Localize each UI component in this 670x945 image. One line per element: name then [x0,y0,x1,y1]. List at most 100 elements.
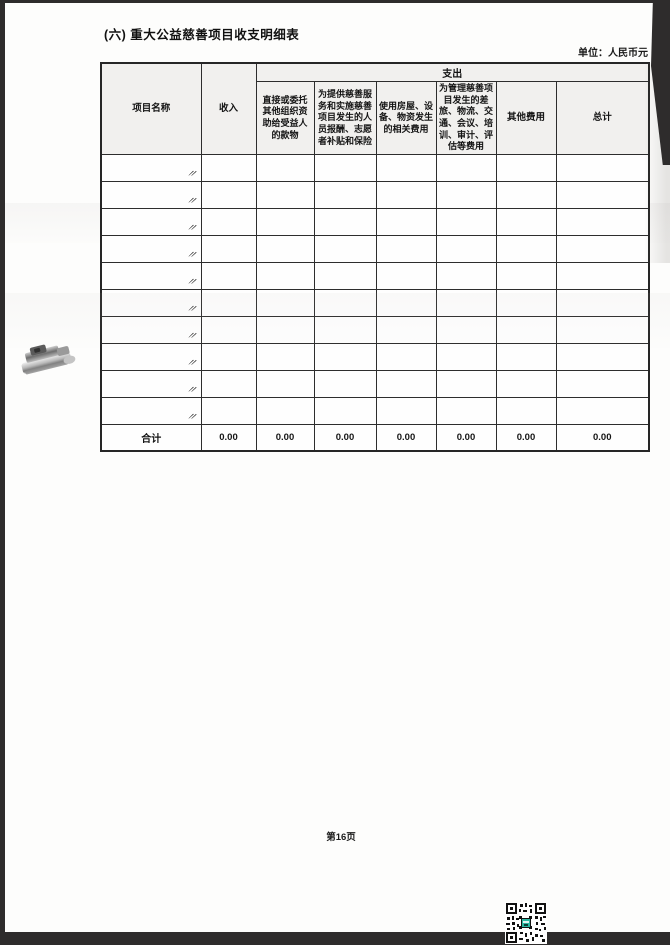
empty-cell [555,181,650,210]
empty-cell [555,343,650,372]
empty-cell [375,289,437,318]
project-name-cell: 〃 [100,370,202,399]
income-expense-table: 项目名称 收入 支出 直接或委托其他组织资助给受益人的款物 为提供慈善服务和实施… [100,62,650,452]
handwritten-ditto-mark: 〃 [183,195,197,208]
empty-cell [255,316,315,345]
empty-cell [555,397,650,426]
empty-cell [555,316,650,345]
empty-cell [255,181,315,210]
total-row: 合计 0.00 0.00 0.00 0.00 0.00 0.00 0.00 [100,424,650,452]
empty-cell [495,154,557,183]
empty-cell [313,343,377,372]
empty-cell [313,208,377,237]
empty-cell [435,289,497,318]
empty-cell [375,316,437,345]
empty-cell [255,235,315,264]
empty-cell [375,397,437,426]
project-name-cell: 〃 [100,181,202,210]
project-name-cell: 〃 [100,262,202,291]
empty-cell [375,154,437,183]
total-value-cell: 0.00 [435,424,497,452]
empty-cell [495,397,557,426]
empty-cell [435,181,497,210]
empty-cell [555,262,650,291]
table-row: 〃 [100,370,650,399]
empty-cell [555,289,650,318]
empty-cell [255,154,315,183]
empty-cell [495,343,557,372]
qr-code [505,902,547,944]
empty-cell [555,370,650,399]
total-value-cell: 0.00 [255,424,315,452]
empty-cell [375,370,437,399]
empty-cell [435,262,497,291]
table-row: 〃 [100,208,650,237]
column-header-income: 收入 [200,62,257,156]
binder-clip-artifact [19,334,85,386]
handwritten-ditto-mark: 〃 [183,276,197,289]
table-row: 〃 [100,235,650,264]
column-header-management-cost: 为管理慈善项目发生的差旅、物流、交通、会议、培训、审计、评估等费用 [435,80,497,156]
table-row: 〃 [100,154,650,183]
column-header-direct-funding: 直接或委托其他组织资助给受益人的款物 [255,80,315,156]
total-value-cell: 0.00 [555,424,650,452]
total-value-cell: 0.00 [313,424,377,452]
column-header-other-expense: 其他费用 [495,80,557,156]
header-row-columns: 直接或委托其他组织资助给受益人的款物 为提供慈善服务和实施慈善项目发生的人员报酬… [101,80,650,156]
empty-cell [313,181,377,210]
project-name-cell: 〃 [100,154,202,183]
handwritten-ditto-mark: 〃 [183,303,197,316]
empty-cell [313,289,377,318]
empty-cell [435,235,497,264]
project-name-cell: 〃 [100,343,202,372]
column-header-facility-cost: 使用房屋、设备、物资发生的相关费用 [375,80,437,156]
handwritten-ditto-mark: 〃 [183,357,197,370]
empty-cell [495,208,557,237]
empty-cell [313,316,377,345]
empty-cell [313,154,377,183]
total-value-cell: 0.00 [495,424,557,452]
empty-cell [200,343,257,372]
total-value-cell: 0.00 [200,424,257,452]
column-header-grand-total: 总计 [555,80,650,156]
header-row-group: 项目名称 收入 支出 [100,62,650,156]
empty-cell [255,370,315,399]
project-name-cell: 〃 [100,397,202,426]
empty-cell [495,316,557,345]
column-header-project-name: 项目名称 [100,62,202,156]
empty-cell [255,289,315,318]
empty-cell [200,316,257,345]
table-row: 〃 [100,262,650,291]
empty-cell [495,262,557,291]
empty-cell [200,235,257,264]
table-row: 〃 [100,316,650,345]
empty-cell [435,370,497,399]
group-header-expense: 支出 [255,62,650,82]
table-row: 〃 [100,397,650,426]
empty-cell [375,181,437,210]
empty-cell [313,235,377,264]
empty-cell [555,235,650,264]
empty-cell [200,289,257,318]
empty-cell [255,208,315,237]
document-page: (六) 重大公益慈善项目收支明细表 单位：人民币元 项目名称 收入 支出 直接或… [5,3,670,944]
currency-unit-label: 单位：人民币元 [578,48,648,59]
handwritten-ditto-mark: 〃 [183,249,197,262]
empty-cell [555,154,650,183]
empty-cell [375,262,437,291]
empty-cell [313,397,377,426]
empty-cell [200,181,257,210]
empty-cell [313,262,377,291]
table-row: 〃 [100,343,650,372]
empty-cell [375,208,437,237]
project-name-cell: 〃 [100,289,202,318]
empty-cell [200,262,257,291]
empty-cell [435,154,497,183]
empty-cell [495,370,557,399]
empty-cell [200,370,257,399]
table-row: 〃 [100,181,650,210]
column-header-personnel-cost: 为提供慈善服务和实施慈善项目发生的人员报酬、志愿者补贴和保险 [313,80,377,156]
table-row: 〃 [100,289,650,318]
empty-cell [495,181,557,210]
